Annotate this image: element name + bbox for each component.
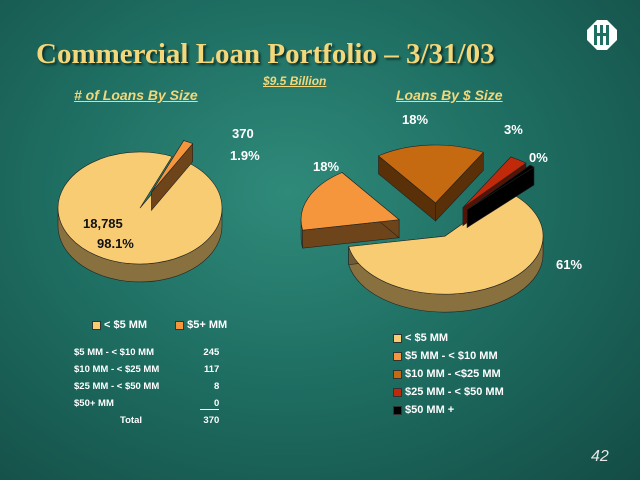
pie2-slice-1 <box>300 172 400 231</box>
pie2-label-pct-4: 0% <box>529 150 548 165</box>
page-number: 42 <box>591 448 609 465</box>
right-legend: < $5 MM $5 MM - < $10 MM $10 MM - <$25 M… <box>393 329 504 419</box>
right-chart-title: Loans By $ Size <box>396 87 503 103</box>
pie2-label-pct-3: 3% <box>504 122 523 137</box>
pie1-slice-1 <box>151 140 194 193</box>
page-title: Commercial Loan Portfolio – 3/31/03 <box>36 38 495 70</box>
pie2-slice-2 <box>377 144 484 204</box>
pie1-slice-0 <box>57 151 223 265</box>
pie2-label-pct-0: 61% <box>556 257 582 272</box>
pie2-label-pct-2: 18% <box>402 112 428 127</box>
legend-label: $5+ MM <box>187 319 228 331</box>
legend-swatch <box>393 351 402 361</box>
table-row: $25 MM - < $50 MM 8 <box>74 381 220 392</box>
pie2-slice-0 <box>348 191 544 295</box>
legend-swatch-under-5mm <box>92 320 101 330</box>
pie1-label-pct-0: 98.1% <box>97 236 134 251</box>
legend-swatch-5mm-plus <box>175 320 185 330</box>
pie2-label-pct-1: 18% <box>313 159 339 174</box>
legend-swatch <box>393 405 402 415</box>
table-row: $5 MM - < $10 MM 245 <box>74 347 220 358</box>
legend-swatch <box>393 369 402 379</box>
pie1-label-value-0: 18,785 <box>83 216 123 231</box>
table-row: $10 MM - < $25 MM 117 <box>74 364 220 375</box>
portfolio-total: $9.5 Billion <box>263 74 327 88</box>
loans-dollar-pie <box>300 144 544 313</box>
table-row: $50+ MM 0 <box>74 398 220 410</box>
pie2-slice-4 <box>466 164 535 210</box>
company-logo-icon <box>587 20 617 50</box>
loans-count-pie <box>57 139 223 283</box>
pie1-label-pct-1: 1.9% <box>230 148 260 163</box>
pie1-label-value-1: 370 <box>232 126 254 141</box>
legend-swatch <box>393 333 402 343</box>
table-total-row: Total 370 <box>120 415 220 426</box>
legend-label: < $5 MM <box>104 319 148 331</box>
left-chart-title: # of Loans By Size <box>74 87 198 103</box>
pie2-slice-3 <box>462 156 527 208</box>
legend-swatch <box>393 387 402 397</box>
size-distribution-table: $5 MM - < $10 MM 245 $10 MM - < $25 MM 117… <box>74 344 220 429</box>
left-legend: < $5 MM $5+ MM <box>92 316 227 334</box>
